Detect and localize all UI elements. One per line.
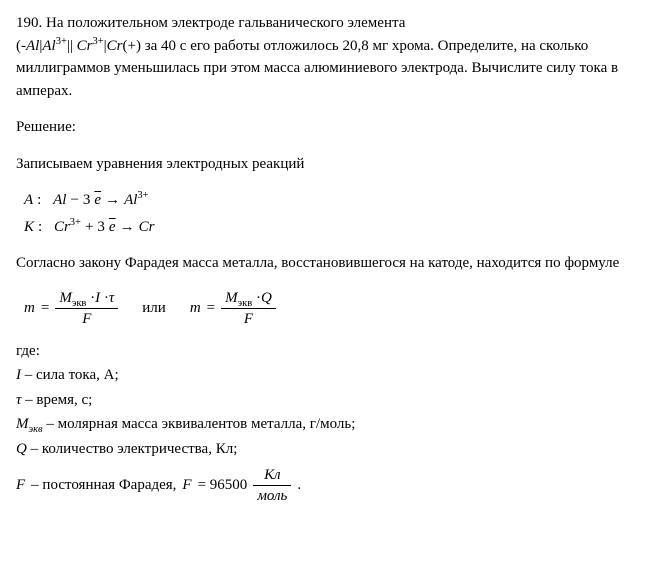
cathode-cr: Cr (54, 219, 70, 235)
f1-M: M (59, 290, 72, 306)
cell-cr: Cr (107, 38, 123, 54)
anode-e: e (94, 189, 101, 212)
f2-m: m (190, 297, 201, 320)
formula-1: m = Mэкв ·I ·τ F (24, 289, 118, 328)
cathode-arrow: → (120, 216, 135, 239)
cathode-e: e (109, 216, 116, 239)
where-F-frac: Кл моль (253, 466, 291, 505)
where-label: где: (16, 340, 645, 363)
where-Q-text: – количество электричества, Кл; (27, 441, 238, 457)
f1-frac: Mэкв ·I ·τ F (55, 289, 118, 328)
where-I: I – сила тока, А; (16, 364, 645, 387)
f2-bar (221, 308, 276, 309)
cathode-n: 3 (97, 216, 105, 239)
where-F-F2: F (182, 474, 191, 497)
where-F-num: Кл (260, 466, 285, 484)
cathode-reactant: Cr3+ (54, 216, 81, 239)
where-Q: Q – количество электричества, Кл; (16, 438, 645, 461)
f1-eq: = (41, 297, 49, 320)
anode-charge: 3+ (137, 190, 148, 201)
cathode-label: K (24, 216, 34, 239)
where-M-sym: M (16, 416, 29, 432)
where-Q-sym: Q (16, 441, 27, 457)
electrode-equations: A: Al − 3e → Al3+ K: Cr3+ + 3e → Cr (24, 189, 645, 238)
anode-al: Al (53, 189, 66, 212)
f1-den: F (78, 310, 95, 328)
cell-close: (+) (123, 38, 141, 54)
where-tau-text: – время, с; (21, 392, 92, 408)
f2-Q: Q (261, 290, 272, 306)
f2-num: Mэкв ·Q (221, 289, 276, 307)
where-F-period: . (297, 474, 301, 497)
where-tau: τ – время, с; (16, 389, 645, 412)
where-block: где: I – сила тока, А; τ – время, с; Mэк… (16, 340, 645, 506)
anode-product: Al3+ (124, 189, 149, 212)
anode-colon: : (37, 189, 41, 212)
cathode-colon: : (38, 216, 42, 239)
cathode-cr2: Cr (139, 216, 155, 239)
where-I-text: – сила тока, А; (21, 367, 119, 383)
cathode-charge: 3+ (70, 217, 81, 228)
where-F-den: моль (253, 487, 291, 505)
electrode-intro: Записываем уравнения электродных реакций (16, 153, 645, 176)
cell-bar2: || (67, 38, 73, 54)
cathode-plus: + (85, 216, 93, 239)
anode-n: 3 (83, 189, 91, 212)
formula-row: m = Mэкв ·I ·τ F или m = Mэкв ·Q F (24, 289, 645, 328)
solution-label: Решение: (16, 116, 645, 139)
cathode-equation: K: Cr3+ + 3e → Cr (24, 216, 645, 239)
or-label: или (142, 297, 166, 320)
cell-notation: (-Al|Al3+|| Cr3+|Cr(+) (16, 38, 145, 54)
problem-number: 190. (16, 15, 42, 31)
f1-I: I (95, 290, 100, 306)
anode-arrow: → (105, 189, 120, 212)
where-M: Mэкв – молярная масса эквивалентов метал… (16, 413, 645, 436)
f2-frac: Mэкв ·Q F (221, 289, 276, 328)
f1-bar (55, 308, 118, 309)
problem-text-1: На положительном электроде гальваническо… (46, 15, 405, 31)
anode-equation: A: Al − 3e → Al3+ (24, 189, 645, 212)
where-F-sym: F (16, 474, 25, 497)
cell-cr-ion: Cr (77, 38, 93, 54)
f2-M: M (225, 290, 238, 306)
f1-num: Mэкв ·I ·τ (55, 289, 118, 307)
where-M-text: – молярная масса эквивалентов металла, г… (43, 416, 356, 432)
f2-eq: = (207, 297, 215, 320)
where-F-bar (253, 485, 291, 486)
cell-al-ion: Al (42, 38, 55, 54)
f2-den: F (240, 310, 257, 328)
formula-2: m = Mэкв ·Q F (190, 289, 276, 328)
problem-statement: 190. На положительном электроде гальвани… (16, 12, 645, 102)
cell-cr-charge: 3+ (92, 36, 103, 47)
where-F: F – постоянная Фарадея, F = 96500 Кл мол… (16, 466, 645, 505)
cell-al-charge: 3+ (56, 36, 67, 47)
f1-tau: τ (109, 290, 114, 306)
where-F-eq: = 96500 (198, 474, 248, 497)
anode-al2: Al (124, 192, 137, 208)
where-M-sub: экв (29, 424, 43, 435)
anode-label: A (24, 189, 33, 212)
cell-open: (- (16, 38, 26, 54)
f1-m: m (24, 297, 35, 320)
anode-minus: − (70, 189, 78, 212)
faraday-text: Согласно закону Фарадея масса металла, в… (16, 252, 645, 275)
cell-al: Al (26, 38, 39, 54)
where-F-text: – постоянная Фарадея, (31, 474, 176, 497)
